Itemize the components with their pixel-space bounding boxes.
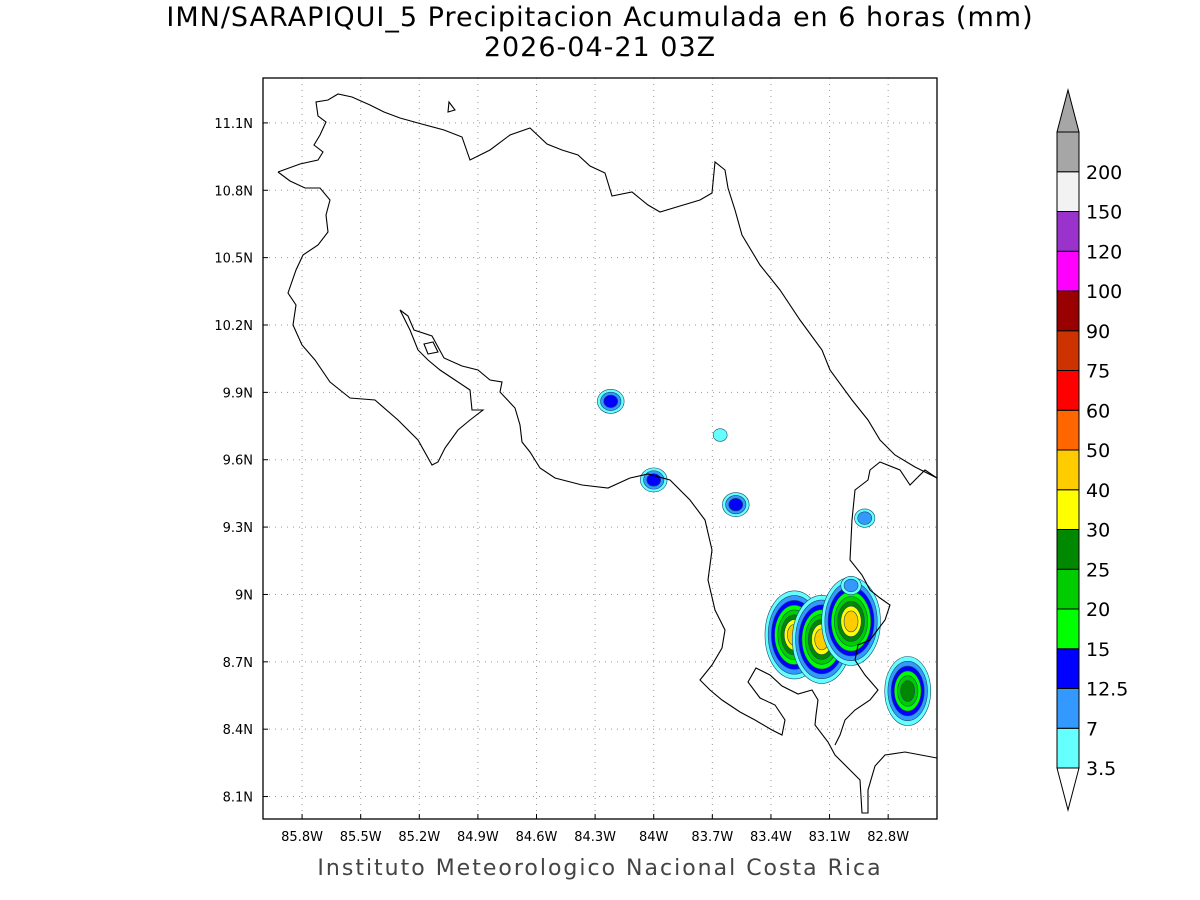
precip-cell: [712, 428, 728, 442]
precip-contour: [603, 394, 619, 408]
lon-tick-label: 84W: [639, 830, 669, 845]
coastline-main: [277, 93, 937, 479]
colorbar-legend: 3.5 7 12.5 15 20 25 30 40 50 60 75 90 100 120 150 200: [1056, 88, 1128, 812]
colorbar-swatch: [1056, 648, 1080, 689]
colorbar-label: 3.5: [1086, 758, 1116, 780]
colorbar-swatch: [1056, 568, 1080, 610]
precip-contour: [857, 511, 873, 525]
coastline-layer: [277, 93, 937, 814]
lat-tick-label: 9.6N: [223, 454, 253, 469]
lon-tick-label: 85.5W: [340, 830, 382, 845]
colorbar-label: 25: [1086, 559, 1110, 581]
precip-contour: [728, 498, 744, 512]
latitude-tick-labels: 11.1N 10.8N 10.5N 10.2N 9.9N 9.6N 9.3N 9N 8.7N 8.…: [214, 117, 253, 806]
colorbar-label: 7: [1086, 718, 1098, 740]
colorbar-label: 90: [1086, 321, 1110, 343]
colorbar-label: 50: [1086, 440, 1110, 462]
colorbar-label: 30: [1086, 520, 1110, 542]
lat-tick-label: 10.2N: [214, 319, 253, 334]
precip-cell: [640, 467, 668, 493]
colorbar-swatch: [1056, 290, 1080, 332]
coastline-panama: [834, 461, 937, 746]
colorbar-swatch: [1056, 409, 1080, 451]
colorbar-swatch: [1056, 449, 1080, 491]
colorbar-label: 120: [1086, 241, 1122, 263]
colorbar-label: 40: [1086, 480, 1110, 502]
lat-tick-label: 9N: [235, 588, 253, 603]
precip-contour: [712, 428, 728, 442]
precip-cell: [854, 508, 876, 528]
colorbar-swatch: [1056, 688, 1080, 729]
precip-contour: [900, 680, 915, 702]
lon-tick-label: 83.7W: [691, 830, 733, 845]
colorbar-swatch: [1056, 529, 1080, 570]
colorbar-label: 20: [1086, 599, 1110, 621]
colorbar-swatch: [1056, 211, 1080, 252]
precipitation-layer: [597, 388, 931, 726]
lon-tick-label: 85.8W: [281, 830, 323, 845]
footer-credit: Instituto Meteorologico Nacional Costa R…: [317, 856, 883, 881]
grid-lines: [263, 78, 937, 819]
precip-cell: [884, 656, 931, 726]
coastline-pacific: [277, 171, 937, 814]
colorbar-label: 100: [1086, 281, 1122, 303]
lon-tick-label: 85.2W: [398, 830, 440, 845]
lat-tick-label: 10.5N: [214, 252, 253, 267]
colorbar-label: 15: [1086, 639, 1110, 661]
colorbar-swatch: [1056, 370, 1080, 411]
lon-tick-label: 82.8W: [867, 830, 909, 845]
precip-cell: [821, 577, 881, 666]
lon-tick-label: 83.1W: [809, 830, 851, 845]
precip-contour: [843, 610, 859, 633]
colorbar-swatch: [1056, 489, 1080, 530]
lat-tick-label: 8.4N: [223, 723, 253, 738]
colorbar-swatch: [1056, 330, 1080, 371]
map-title: IMN/SARAPIQUI_5 Precipitacion Acumulada …: [166, 2, 1034, 33]
nicoya-island: [423, 341, 439, 355]
lat-tick-label: 8.7N: [223, 656, 253, 671]
precip-cell: [597, 388, 625, 414]
lat-tick-label: 10.8N: [214, 184, 253, 199]
longitude-tick-labels: 85.8W 85.5W 85.2W 84.9W 84.6W 84.3W 84W 83.7W 83…: [281, 830, 909, 845]
colorbar-over-arrow: [1056, 88, 1080, 133]
map-subtitle-datetime: 2026-04-21 03Z: [483, 32, 717, 63]
colorbar-swatch: [1056, 727, 1080, 769]
colorbar-label: 75: [1086, 361, 1110, 383]
colorbar-label: 200: [1086, 162, 1122, 184]
lon-tick-label: 84.3W: [574, 830, 616, 845]
precip-contour: [843, 578, 859, 593]
colorbar-swatch: [1056, 171, 1080, 212]
colorbar-under-arrow: [1056, 767, 1080, 812]
precip-cell: [840, 575, 862, 595]
map-frame: [262, 77, 938, 820]
precip-cell: [722, 492, 750, 517]
lake-nicaragua-islet: [447, 100, 456, 113]
lat-tick-label: 8.1N: [223, 791, 253, 806]
colorbar-label: 60: [1086, 400, 1110, 422]
colorbar-label: 150: [1086, 202, 1122, 224]
lon-tick-label: 84.9W: [457, 830, 499, 845]
colorbar-swatch: [1056, 131, 1080, 173]
lon-tick-label: 84.6W: [516, 830, 558, 845]
colorbar-swatch: [1056, 250, 1080, 292]
lat-tick-label: 9.9N: [223, 386, 253, 401]
colorbar-label: 12.5: [1086, 679, 1128, 701]
lat-tick-label: 11.1N: [214, 117, 253, 132]
lat-tick-label: 9.3N: [223, 521, 253, 536]
lon-tick-label: 83.4W: [750, 830, 792, 845]
colorbar-swatch: [1056, 608, 1080, 650]
